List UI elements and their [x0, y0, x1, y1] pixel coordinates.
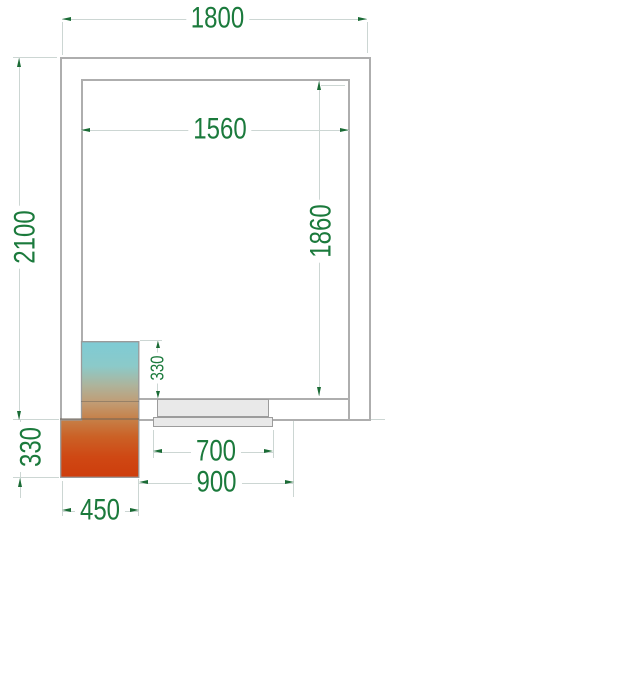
dim-label-overall-width: 1800	[185, 3, 250, 35]
arrowhead-700-right	[263, 449, 273, 453]
arrowhead-1560-left	[80, 127, 90, 132]
arrowhead-1560-right	[340, 127, 349, 132]
ext-line-330-outside-bottom	[13, 477, 59, 478]
ext-line-900-right	[293, 420, 294, 497]
arrowhead-450-left	[62, 508, 71, 512]
ext-line-900-left	[138, 479, 139, 516]
arrowhead-330-inside-bottom	[155, 390, 160, 398]
arrowhead-900-left	[138, 480, 148, 484]
dim-label-unit-width: 450	[74, 494, 126, 527]
ext-line-1800-right	[366, 22, 368, 53]
wall-line-over-unit-inner	[81, 400, 139, 402]
arrowhead-700-left	[153, 449, 162, 453]
inner-wall-outline	[80, 78, 350, 400]
ext-line-2100-bottom	[13, 419, 59, 420]
ext-line-2100-top	[13, 57, 57, 58]
arrowhead-2100-top	[17, 58, 21, 67]
ext-line-450-left	[61, 481, 63, 516]
wall-panel-joint	[347, 399, 350, 420]
arrowhead-2100-bottom	[17, 410, 21, 420]
arrowhead-1800-right	[358, 16, 367, 21]
dim-label-overall-depth: 2100	[8, 205, 41, 269]
arrowhead-1860-bottom	[316, 387, 321, 396]
ext-line-1800-left	[61, 22, 63, 55]
arrowhead-330-inside-top	[155, 340, 160, 348]
ext-line-1860-top	[321, 85, 345, 86]
ext-line-330-inside-top	[140, 339, 162, 341]
wall-edge-extension-stub	[371, 418, 385, 420]
cooling-unit-body	[59, 340, 139, 478]
arrowhead-1800-left	[62, 16, 71, 21]
dim-label-door-side-clearance: 900	[191, 466, 242, 499]
ext-line-700-right	[272, 429, 274, 458]
dim-label-interior-width: 1560	[188, 114, 252, 146]
arrowhead-1860-top	[316, 81, 321, 90]
dim-label-unit-inside-depth: 330	[147, 351, 168, 384]
door-sill	[152, 416, 273, 427]
dim-label-unit-outside-depth: 330	[15, 421, 48, 473]
wall-line-over-unit-outer	[60, 418, 139, 420]
cooling-unit	[59, 340, 139, 478]
door-leaf	[156, 399, 269, 417]
dim-label-interior-depth: 1860	[305, 199, 338, 263]
dim-label-door-opening-width: 700	[190, 435, 242, 468]
ext-line-700-left	[152, 429, 154, 458]
arrowhead-450-right	[129, 508, 139, 512]
arrowhead-330-outside-bottom	[17, 477, 22, 487]
arrowhead-900-right	[284, 480, 294, 484]
